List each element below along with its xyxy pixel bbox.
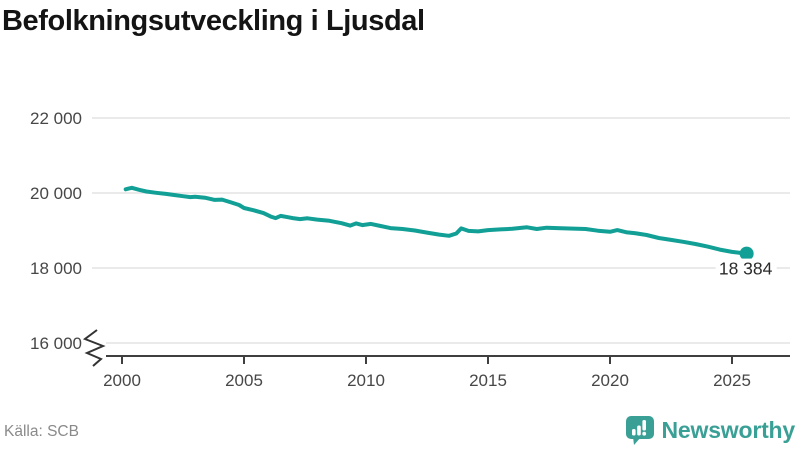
y-axis-tick-label: 20 000 xyxy=(30,184,82,203)
x-axis-tick-label: 2010 xyxy=(347,371,385,390)
y-axis-tick-label: 16 000 xyxy=(30,334,82,353)
y-axis-break-icon xyxy=(82,329,106,367)
logo-bar-tall xyxy=(636,425,641,436)
source-note: Källa: SCB xyxy=(4,423,79,440)
y-axis-tick-label: 22 000 xyxy=(30,109,82,128)
y-axis-tick-label: 18 000 xyxy=(30,259,82,278)
x-axis-tick-label: 2015 xyxy=(469,371,507,390)
brand-name: Newsworthy xyxy=(661,417,796,443)
latest-value-dot xyxy=(739,246,754,261)
logo-bar-short xyxy=(631,429,636,436)
population-line xyxy=(123,185,749,256)
latest-value-label: 18 384 xyxy=(719,259,773,279)
newsworthy-logo[interactable]: Newsworthy xyxy=(625,415,795,446)
logo-exclamation-dot xyxy=(641,431,646,436)
logo-exclamation-bar xyxy=(641,420,646,431)
latest-value-label-bg xyxy=(715,258,777,280)
x-axis-tick-label: 2020 xyxy=(591,371,629,390)
x-axis-tick-label: 2000 xyxy=(103,371,141,390)
x-axis-tick-label: 2025 xyxy=(713,371,751,390)
newsworthy-logo-icon xyxy=(625,416,654,445)
chart-title: Befolkningsutveckling i Ljusdal xyxy=(2,5,425,37)
x-axis-tick-label: 2005 xyxy=(225,371,263,390)
